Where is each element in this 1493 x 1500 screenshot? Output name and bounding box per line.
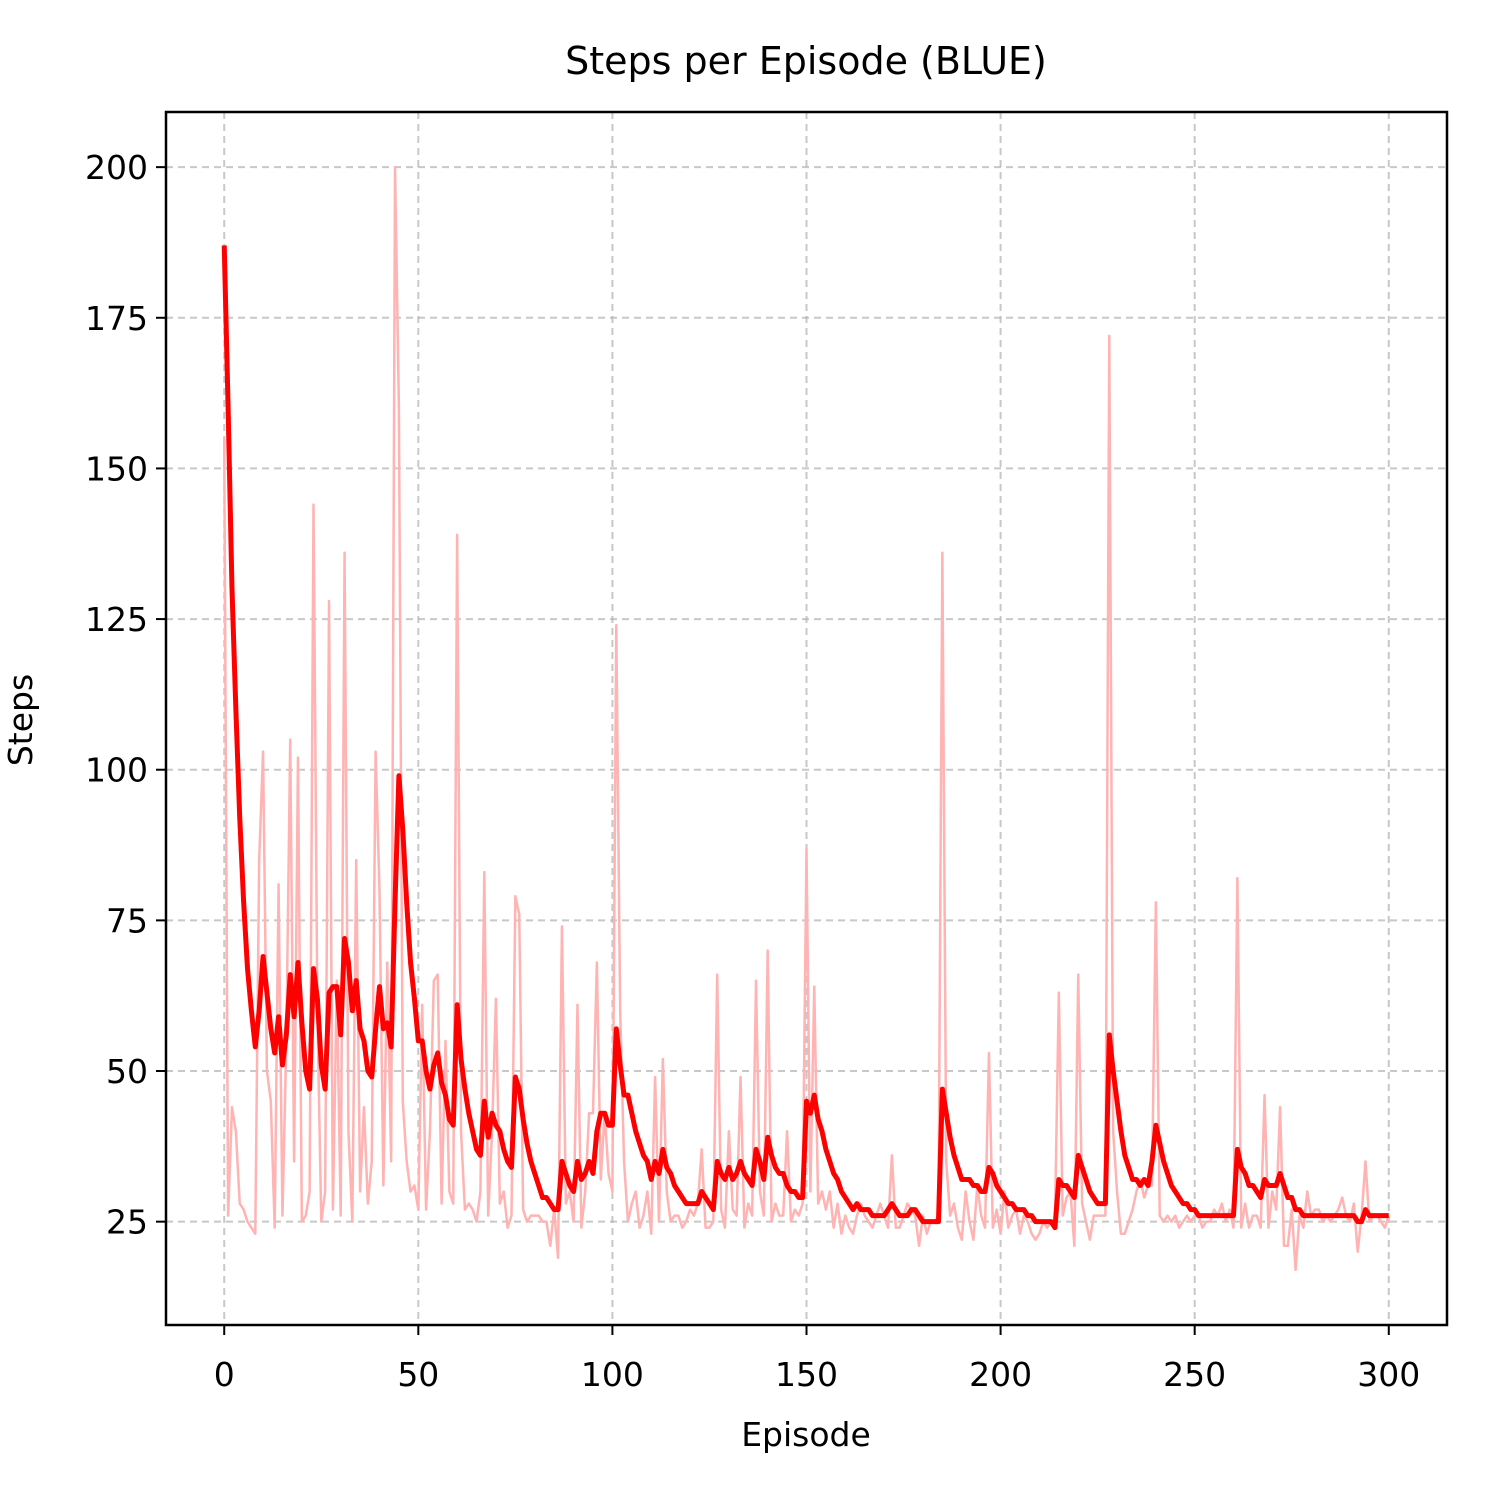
- chart-title: Steps per Episode (BLUE): [565, 39, 1047, 83]
- y-tick-label: 100: [85, 751, 148, 790]
- y-tick-label: 125: [85, 600, 148, 639]
- y-tick-label: 200: [85, 148, 148, 187]
- x-tick-label: 50: [397, 1355, 439, 1394]
- ticks: 0 50 100 150 200 250 300 25 50 75 100 125 150 175 200: [85, 148, 1420, 1394]
- x-axis-label: Episode: [741, 1415, 871, 1454]
- y-tick-label: 50: [106, 1052, 148, 1091]
- x-tick-label: 200: [969, 1355, 1032, 1394]
- series-line: [222, 165, 1390, 1272]
- x-tick-label: 250: [1163, 1355, 1226, 1394]
- x-tick-label: 0: [214, 1355, 235, 1394]
- series-line: [221, 245, 1389, 1231]
- y-tick-label: 150: [85, 449, 148, 488]
- x-tick-label: 150: [775, 1355, 838, 1394]
- y-axis-label: Steps: [1, 674, 40, 766]
- x-tick-label: 100: [581, 1355, 644, 1394]
- y-tick-label: 75: [106, 901, 148, 940]
- y-tick-label: 25: [106, 1203, 148, 1242]
- y-tick-label: 175: [85, 299, 148, 338]
- plot-lines: [221, 165, 1390, 1272]
- x-tick-label: 300: [1357, 1355, 1420, 1394]
